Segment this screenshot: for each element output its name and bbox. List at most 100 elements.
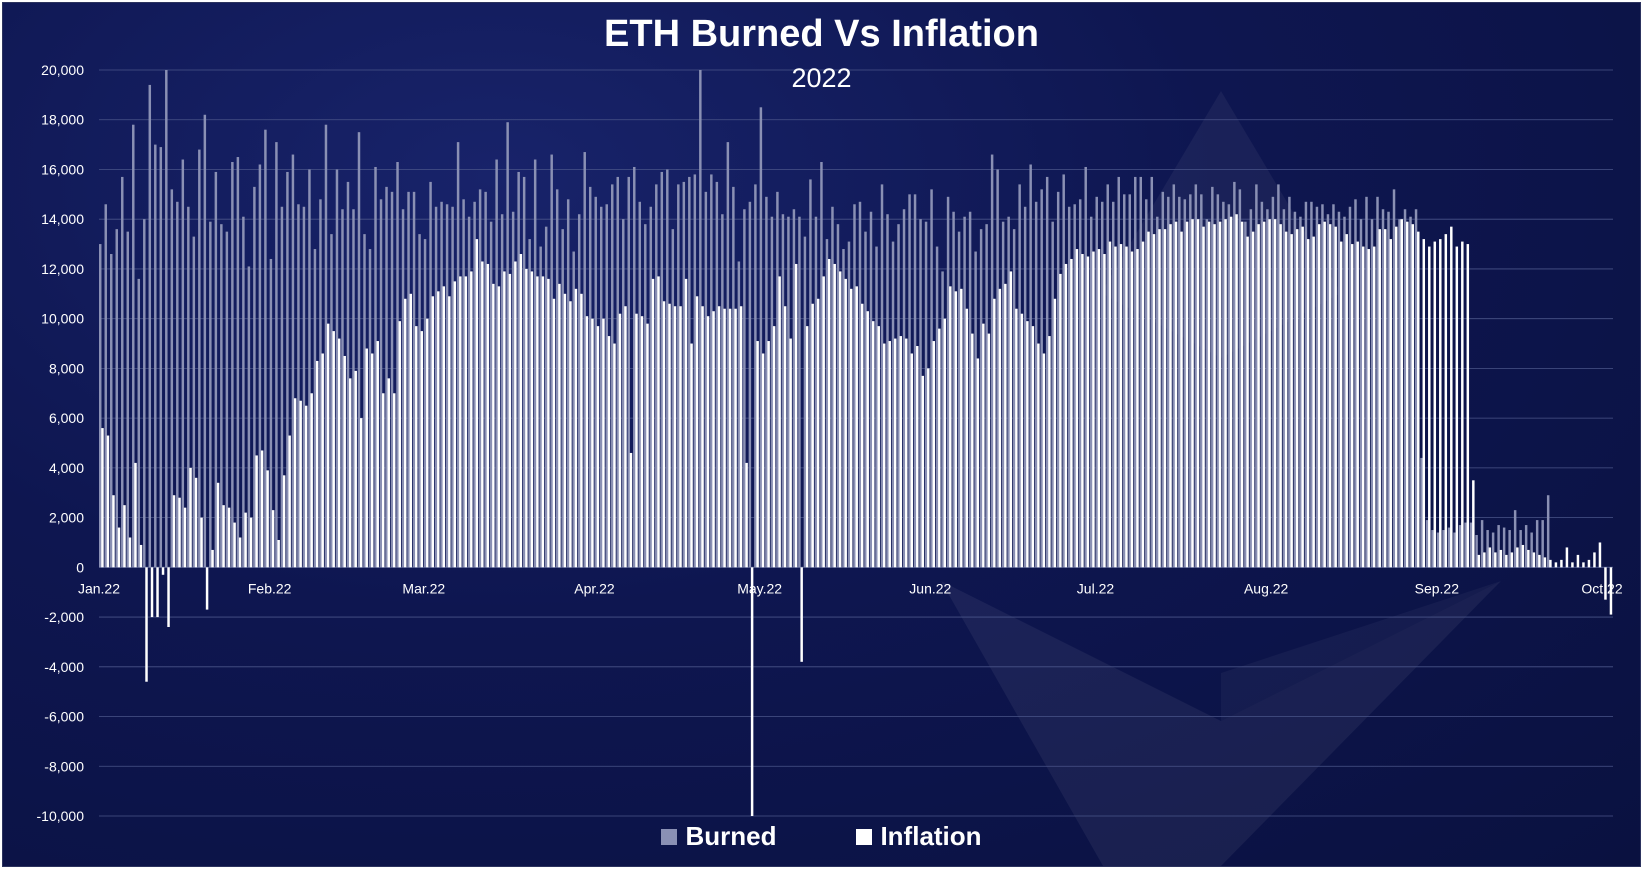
- bar-inflation: [277, 539, 280, 568]
- bar-inflation: [794, 263, 798, 568]
- bar-burned: [423, 239, 427, 568]
- bar-inflation: [249, 517, 253, 568]
- bar-burned: [544, 226, 548, 568]
- bar-inflation: [1273, 219, 1277, 568]
- bar-inflation: [117, 527, 121, 568]
- bar-inflation: [838, 271, 842, 568]
- bar-inflation: [404, 298, 407, 568]
- bar-inflation: [1350, 244, 1354, 568]
- bar-inflation: [1400, 219, 1403, 568]
- bar-burned: [143, 219, 146, 568]
- bar-burned: [126, 231, 130, 568]
- y-tick-label: 16,000: [41, 161, 84, 177]
- bar-inflation: [662, 301, 666, 568]
- bar-inflation: [1284, 231, 1288, 568]
- bar-inflation: [1004, 283, 1007, 568]
- bar-burned: [148, 84, 152, 568]
- bar-inflation: [139, 544, 143, 568]
- bar-burned: [908, 194, 911, 568]
- bar-inflation: [712, 311, 715, 568]
- bar-inflation: [767, 341, 770, 568]
- bar-inflation: [359, 418, 363, 568]
- bar-inflation: [145, 567, 148, 682]
- bar-inflation: [1262, 221, 1266, 568]
- bar-inflation: [337, 338, 341, 568]
- bar-burned: [809, 179, 812, 568]
- bar-inflation: [437, 291, 440, 568]
- bar-inflation: [993, 298, 996, 568]
- bar-inflation: [128, 537, 132, 568]
- bar-inflation: [916, 346, 919, 568]
- bar-inflation: [514, 261, 517, 568]
- bar-burned: [924, 221, 928, 568]
- bar-inflation: [1538, 554, 1541, 568]
- bar-inflation: [1020, 313, 1024, 568]
- bar-inflation: [849, 288, 853, 568]
- bar-inflation: [1510, 552, 1514, 568]
- bar-inflation: [1422, 239, 1426, 568]
- bar-burned: [671, 229, 675, 568]
- bar-inflation: [706, 316, 710, 568]
- bar-burned: [550, 154, 553, 568]
- bar-inflation: [415, 326, 418, 568]
- bar-inflation: [640, 316, 644, 568]
- bar-inflation: [1439, 239, 1442, 568]
- bar-inflation: [475, 239, 479, 568]
- bar-inflation: [1345, 234, 1348, 568]
- bar-inflation: [233, 522, 236, 568]
- bar-inflation: [1251, 231, 1255, 568]
- bar-burned: [352, 209, 355, 568]
- x-tick-label: Apr.22: [574, 580, 615, 596]
- bar-burned: [1084, 166, 1087, 568]
- bar-inflation: [871, 321, 875, 568]
- bar-burned: [1205, 219, 1209, 568]
- bar-burned: [660, 171, 664, 568]
- bar-burned: [737, 261, 741, 568]
- bar-inflation: [1323, 221, 1326, 568]
- bar-burned: [1370, 219, 1374, 568]
- bar-inflation: [1070, 258, 1073, 568]
- bar-inflation: [101, 428, 104, 568]
- bar-inflation: [591, 318, 594, 568]
- bar-inflation: [1229, 216, 1233, 568]
- bar-inflation: [1499, 549, 1503, 568]
- bar-inflation: [1169, 224, 1172, 568]
- bar-inflation: [1483, 552, 1486, 568]
- bar-inflation: [293, 398, 297, 568]
- bar-burned: [638, 201, 642, 568]
- bar-burned: [1425, 520, 1429, 568]
- bar-burned: [1359, 219, 1363, 568]
- bar-inflation: [1119, 244, 1123, 568]
- bar-burned: [1354, 199, 1357, 568]
- bar-burned: [396, 162, 399, 568]
- bar-burned: [1023, 206, 1027, 568]
- bar-burned: [1392, 189, 1396, 568]
- bar-burned: [1227, 204, 1231, 568]
- bar-inflation: [646, 323, 649, 568]
- bar-inflation: [1565, 547, 1569, 568]
- bar-inflation: [448, 296, 451, 568]
- bar-inflation: [1516, 547, 1519, 568]
- bar-inflation: [1406, 221, 1409, 568]
- bar-burned: [473, 201, 476, 568]
- bar-inflation: [398, 321, 402, 568]
- bar-burned: [1271, 196, 1275, 568]
- bar-inflation: [745, 462, 748, 568]
- bar-inflation: [1196, 219, 1200, 568]
- bar-burned: [192, 236, 196, 568]
- bar-burned: [214, 171, 218, 568]
- bar-inflation: [1295, 229, 1299, 568]
- bar-inflation: [547, 278, 550, 568]
- bar-burned: [170, 189, 174, 568]
- bar-burned: [137, 278, 141, 568]
- bar-inflation: [602, 318, 605, 568]
- bar-burned: [242, 216, 245, 568]
- bar-burned: [1112, 201, 1115, 568]
- bar-inflation: [987, 333, 991, 568]
- bar-burned: [853, 204, 856, 568]
- bar-inflation: [723, 308, 726, 568]
- bar-inflation: [739, 306, 743, 568]
- bar-inflation: [382, 393, 385, 568]
- bar-inflation: [580, 293, 583, 568]
- bar-inflation: [1417, 231, 1420, 568]
